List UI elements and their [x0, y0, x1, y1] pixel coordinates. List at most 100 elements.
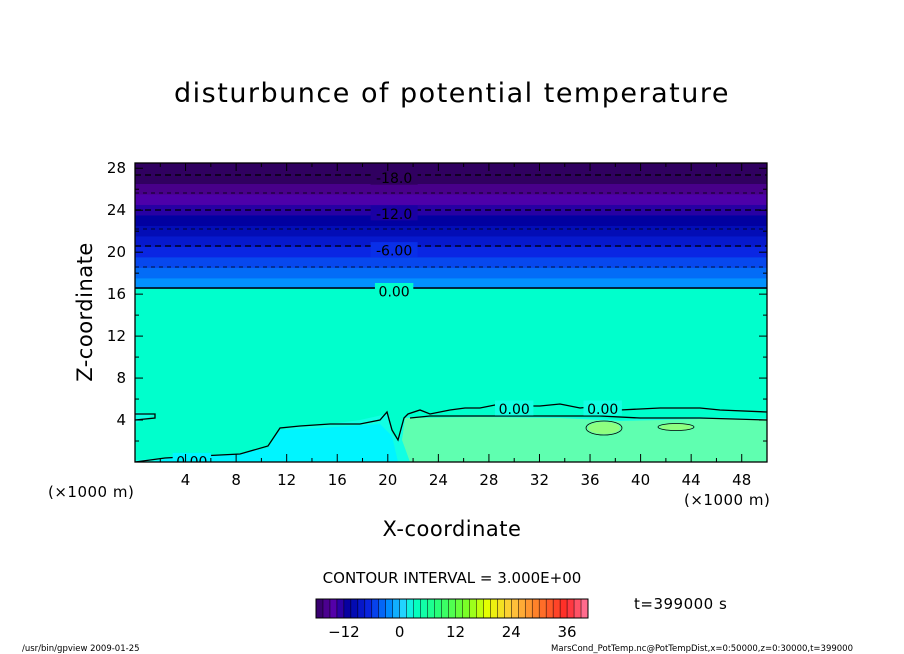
colorbar-cell: [406, 599, 414, 618]
value-band-10: [135, 267, 767, 279]
colorbar-cell: [336, 599, 345, 618]
colorbar-cell: [546, 599, 554, 618]
colorbar-cell: [504, 599, 512, 618]
colorbar-cell: [539, 599, 547, 618]
colorbar-cell: [574, 599, 582, 618]
colorbar-cell: [343, 599, 352, 618]
colorbar-cell: [350, 599, 359, 618]
contour-label-3: 0.00: [379, 284, 410, 300]
value-bands: [135, 163, 767, 462]
x-tick-label: 16: [328, 471, 347, 489]
plot-area: -18.0 -12.0 -6.00 0.00 0.00 0.00 0.00: [135, 163, 767, 470]
value-band-9: [135, 257, 767, 269]
x-tick-label: 12: [277, 471, 296, 489]
colorbar-cell: [357, 599, 366, 618]
y-tick-label: 24: [107, 201, 126, 219]
x-tick-label: 48: [732, 471, 751, 489]
colorbar-cell: [581, 599, 589, 618]
colorbar-tick-label: 12: [446, 623, 465, 641]
colorbar: [315, 599, 589, 618]
colorbar-tick-label: −12: [328, 623, 360, 641]
y-axis: 4 8 12 16 20 24 28: [107, 159, 767, 442]
x-tick-label: 40: [631, 471, 650, 489]
colorbar-cell: [448, 599, 456, 618]
x-unit-left: (×1000 m): [48, 483, 134, 501]
colorbar-cell: [427, 599, 435, 618]
x-tick-label: 32: [530, 471, 549, 489]
contour-label-bg-3: [374, 282, 414, 298]
colorbar-cell: [560, 599, 568, 618]
colorbar-cell: [322, 599, 331, 618]
colorbar-frame: [315, 598, 589, 619]
x-unit-right: (×1000 m): [684, 491, 770, 509]
contour-label-bg-4: [495, 400, 534, 416]
x-tick-label: 4: [181, 471, 191, 489]
contour-label-4: 0.00: [499, 402, 530, 418]
footer-right: MarsCond_PotTemp.nc@PotTempDist,x=0:5000…: [551, 644, 853, 654]
colorbar-cell: [476, 599, 484, 618]
contour-label-1: -12.0: [376, 207, 412, 223]
colorbar-cell: [378, 599, 387, 618]
colorbar-cell: [525, 599, 533, 618]
cyan-region-left: [150, 424, 398, 462]
colorbar-ticks: −12 0 12 24 36: [328, 623, 577, 641]
y-tick-label: 20: [107, 243, 126, 261]
x-tick-label: 8: [231, 471, 241, 489]
contour-label-bg-0: [370, 169, 418, 185]
colorbar-tick-label: 24: [502, 623, 521, 641]
y-tick-label: 12: [107, 327, 126, 345]
colorbar-cell: [553, 599, 561, 618]
colorbar-cell: [462, 599, 470, 618]
colorbar-cell: [511, 599, 519, 618]
contour-label-5: 0.00: [587, 402, 618, 418]
contour-label-2: -6.00: [376, 244, 412, 260]
y-tick-label: 28: [107, 159, 126, 177]
colorbar-cell: [364, 599, 373, 618]
plot-frame: [134, 162, 768, 463]
y-axis-label: Z-coordinate: [73, 242, 97, 382]
colorbar-cell: [497, 599, 505, 618]
colorbar-cell: [392, 599, 400, 618]
green-blob-2: [660, 424, 692, 430]
value-band-8: [135, 246, 767, 258]
colorbar-tick-label: 0: [395, 623, 405, 641]
colorbar-tick-label: 36: [558, 623, 577, 641]
colorbar-cell: [413, 599, 421, 618]
contour-label-bg-6: [172, 452, 212, 462]
x-tick-label: 36: [580, 471, 599, 489]
colorbar-cell: [329, 599, 338, 618]
colorbar-cell: [420, 599, 428, 618]
x-tick-label: 44: [682, 471, 701, 489]
x-tick-label: 28: [479, 471, 498, 489]
contour-interval-label: CONTOUR INTERVAL = 3.000E+00: [323, 569, 582, 587]
value-band-0: [135, 163, 767, 174]
colorbar-cell: [455, 599, 463, 618]
contour-label-0: -18.0: [376, 171, 412, 187]
colorbar-cell: [434, 599, 442, 618]
x-axis-label: X-coordinate: [383, 517, 522, 541]
value-band-6: [135, 225, 767, 237]
green-region: [402, 417, 767, 462]
colorbar-cell: [567, 599, 575, 618]
contour-label-bg-2: [370, 242, 418, 258]
value-band-7: [135, 236, 767, 248]
colorbar-cell: [371, 599, 380, 618]
contours: [135, 174, 767, 462]
colorbar-cell: [490, 599, 498, 618]
y-tick-label: 4: [116, 411, 126, 429]
time-label: t=399000 s: [634, 595, 727, 613]
x-axis: 4 8 12 16 20 24 28 32 36 40 44 48: [159, 163, 751, 489]
green-blob-1: [588, 422, 620, 434]
contour-blob-2: [657, 423, 695, 431]
colorbar-cell: [385, 599, 394, 618]
contour-labels: -18.0 -12.0 -6.00 0.00 0.00 0.00 0.00: [172, 169, 622, 470]
x-tick-label: 20: [378, 471, 397, 489]
contour-label-6: 0.00: [176, 454, 207, 470]
colorbar-cell: [518, 599, 526, 618]
colorbar-cell: [483, 599, 491, 618]
colorbar-cell: [469, 599, 477, 618]
value-band-3: [135, 194, 767, 206]
x-tick-label: 24: [429, 471, 448, 489]
colorbar-cell: [399, 599, 407, 618]
